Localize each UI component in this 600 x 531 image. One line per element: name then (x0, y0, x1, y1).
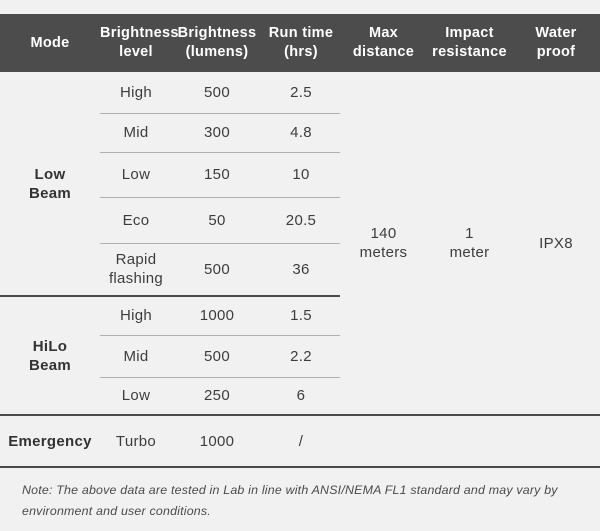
table-row: Rapid flashing 500 36 (0, 243, 600, 297)
brightness-level-cell: Rapid flashing (100, 243, 172, 297)
table-row: Mid 300 4.8 (0, 113, 600, 153)
cell-line: Low (34, 165, 66, 183)
header-line: Water (535, 25, 577, 41)
brightness-level-cell: High (100, 72, 172, 114)
runtime-cell: 20.5 (262, 197, 340, 244)
footnote: Note: The above data are tested in Lab i… (22, 483, 558, 518)
cell-line: Emergency (8, 432, 92, 450)
lumens-cell: 1000 (172, 296, 262, 336)
brightness-level-cell: Turbo (100, 415, 172, 468)
table-row: Eco 50 20.5 (0, 197, 600, 244)
brightness-level-cell: Low (100, 152, 172, 198)
brightness-level-cell: Mid (100, 113, 172, 153)
col-header-impact-resistance: Impact resistance (427, 14, 512, 72)
cell-line: Beam (28, 184, 72, 202)
empty-cell (340, 415, 600, 468)
runtime-cell: 2.2 (262, 335, 340, 378)
spec-table: Mode Brightness level Brightness (lumens… (0, 14, 600, 468)
header-line: Impact (445, 25, 494, 41)
table-row: Low 250 6 (0, 377, 600, 416)
cell-line: Beam (28, 356, 72, 374)
brightness-level-cell: High (100, 296, 172, 336)
col-header-brightness-lumens: Brightness (lumens) (172, 14, 262, 72)
header-line: Max (368, 25, 399, 41)
runtime-cell: / (262, 415, 340, 468)
header-line: Mode (30, 34, 70, 51)
runtime-cell: 10 (262, 152, 340, 198)
runtime-cell: 6 (262, 377, 340, 416)
runtime-cell: 2.5 (262, 72, 340, 114)
impact-resistance-value-cell: 1 meter (427, 72, 512, 416)
header-line: level (119, 44, 153, 60)
table-row: Mid 500 2.2 (0, 335, 600, 378)
lumens-cell: 50 (172, 197, 262, 244)
lumens-cell: 500 (172, 335, 262, 378)
table-row: Low 150 10 (0, 152, 600, 198)
header-line: resistance (432, 44, 507, 60)
lumens-cell: 1000 (172, 415, 262, 468)
runtime-cell: 1.5 (262, 296, 340, 336)
header-row: Mode Brightness level Brightness (lumens… (0, 14, 600, 72)
lumens-cell: 250 (172, 377, 262, 416)
cell-line: IPX8 (539, 234, 573, 252)
header-line: Brightness (100, 25, 179, 41)
col-header-brightness-level: Brightness level (100, 14, 179, 72)
brightness-level-cell: Low (100, 377, 172, 416)
header-line: Run time (268, 25, 334, 41)
table-row: HiLo Beam High 1000 1.5 (0, 296, 600, 416)
lumens-cell: 150 (172, 152, 262, 198)
lumens-cell: 500 (172, 72, 262, 114)
lumens-cell: 500 (172, 243, 262, 297)
runtime-cell: 36 (262, 243, 340, 297)
mode-cell-low-beam: Low Beam (0, 72, 100, 297)
table-row: Emergency Turbo 1000 / (0, 415, 600, 468)
mode-cell-emergency: Emergency (0, 415, 100, 468)
brightness-level-cell: Mid (100, 335, 172, 378)
col-header-water-proof: Water proof (512, 14, 600, 72)
col-header-max-distance: Max distance (340, 14, 427, 72)
brightness-level-cell: Eco (100, 197, 172, 244)
header-line: distance (352, 44, 415, 60)
col-header-run-time: Run time (hrs) (262, 14, 340, 72)
cell-line: 140 (370, 225, 397, 242)
mode-cell-hilo-beam: HiLo Beam (0, 296, 100, 416)
col-header-mode: Mode (0, 14, 100, 72)
header-line: proof (536, 44, 576, 60)
header-line: (hrs) (284, 44, 318, 60)
max-distance-value-cell: 140 meters (340, 72, 427, 416)
cell-line: HiLo (32, 337, 68, 355)
lumens-cell: 300 (172, 113, 262, 153)
runtime-cell: 4.8 (262, 113, 340, 153)
cell-line: 1 (465, 225, 474, 242)
cell-line: meter (449, 244, 490, 261)
header-line: (lumens) (185, 44, 249, 60)
cell-line: meters (359, 244, 408, 261)
header-line: Brightness (177, 25, 257, 41)
water-proof-value-cell: IPX8 (512, 72, 600, 416)
table-row: Low Beam High 500 2.5 140 meters 1 meter… (0, 72, 600, 416)
